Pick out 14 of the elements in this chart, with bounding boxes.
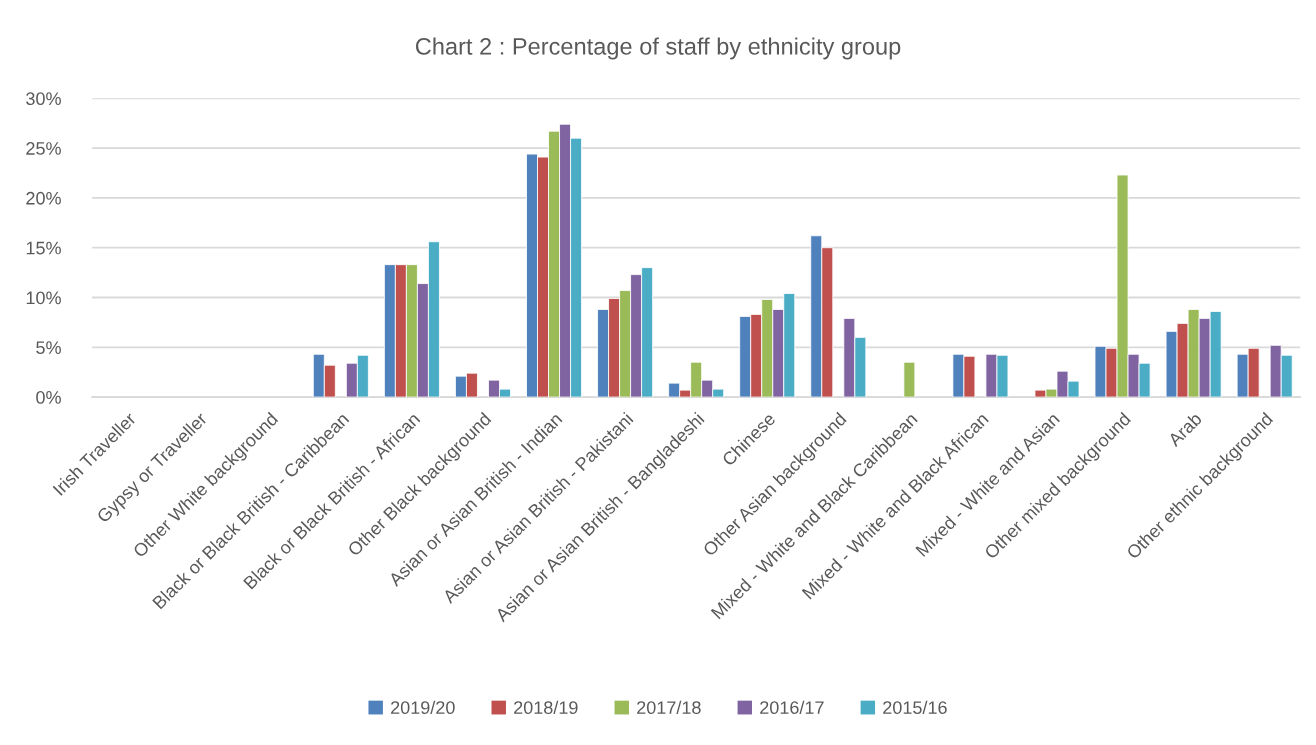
legend-label: 2015/16 [883,700,947,715]
bar [903,361,916,398]
legend-label: 2018/19 [514,700,578,715]
y-tick-label: 10% [26,291,61,305]
y-tick-label: 15% [26,241,61,255]
legend-label: 2019/20 [391,700,455,715]
legend-label: 2016/17 [760,700,824,715]
y-tick-label: 30% [26,92,61,106]
y-tick-label: 25% [26,142,61,155]
y-tick-label: 20% [26,191,61,205]
legend-label: 2017/18 [637,700,701,715]
y-tick-label: 5% [36,341,61,355]
y-tick-label: 0% [36,391,61,404]
chart-title: Chart 2 : Percentage of staff by ethnicity group [415,37,901,60]
